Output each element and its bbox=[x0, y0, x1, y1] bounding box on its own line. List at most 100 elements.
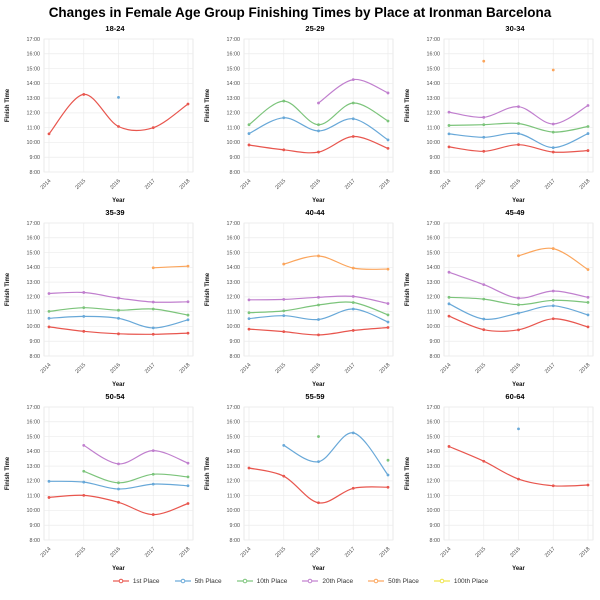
x-tick-label: 2018 bbox=[579, 178, 592, 191]
series-point-20th Place bbox=[151, 300, 155, 304]
x-tick-label: 2018 bbox=[379, 362, 392, 375]
subplot-60-64: 60-64 8:00 9:00 10:00 11:00 12:00 13:00 14:00 15… bbox=[400, 391, 600, 575]
x-tick-label: 2014 bbox=[440, 178, 453, 191]
y-tick-label: 9:00 bbox=[30, 339, 41, 345]
series-point-5th Place bbox=[586, 132, 590, 135]
series-point-1st Place bbox=[482, 149, 486, 153]
series-point-5th Place bbox=[282, 116, 286, 120]
y-tick-label: 10:00 bbox=[27, 508, 41, 514]
y-tick-label: 14:00 bbox=[227, 265, 241, 271]
series-point-5th Place bbox=[186, 318, 190, 322]
legend-label: 1st Place bbox=[132, 577, 160, 585]
series-point-20th Place bbox=[317, 101, 320, 105]
series-point-50th Place bbox=[151, 266, 155, 270]
series-point-20th Place bbox=[47, 292, 51, 295]
x-tick-label: 2016 bbox=[309, 178, 322, 191]
series-point-10th Place bbox=[282, 99, 286, 103]
series-point-1st Place bbox=[247, 327, 251, 331]
y-tick-label: 13:00 bbox=[227, 96, 241, 102]
y-tick-label: 17:00 bbox=[227, 221, 241, 227]
subplot-18-24: 18-24 8:00 9:00 10:00 11:00 12:00 13:00 14:00 15… bbox=[0, 23, 200, 207]
series-point-5th Place bbox=[517, 132, 520, 135]
series-point-20th Place bbox=[117, 296, 120, 300]
y-axis-title: Finish Time bbox=[205, 88, 211, 122]
legend-item-1st-place: 1st Place bbox=[112, 577, 160, 585]
y-tick-label: 9:00 bbox=[230, 523, 241, 529]
series-point-20th Place bbox=[551, 289, 555, 293]
y-tick-label: 15:00 bbox=[27, 66, 41, 72]
y-tick-label: 8:00 bbox=[230, 354, 241, 360]
subplot-canvas: 8:00 9:00 10:00 11:00 12:00 13:00 14:00 15:00 16… bbox=[5, 37, 194, 204]
y-tick-label: 11:00 bbox=[27, 309, 40, 315]
y-tick-label: 15:00 bbox=[227, 66, 241, 72]
series-point-10th Place bbox=[551, 130, 555, 134]
x-tick-label: 2014 bbox=[240, 178, 253, 191]
y-tick-label: 12:00 bbox=[27, 111, 41, 117]
x-tick-label: 2016 bbox=[309, 362, 322, 375]
series-point-5th Place bbox=[351, 117, 355, 121]
legend-key-icon bbox=[302, 578, 319, 584]
x-tick-label: 2017 bbox=[144, 546, 157, 559]
series-point-5th Place bbox=[386, 320, 390, 324]
legend-key-icon bbox=[368, 578, 385, 584]
series-point-20th Place bbox=[586, 104, 590, 107]
subplot-canvas: 8:00 9:00 10:00 11:00 12:00 13:00 14:00 15:00 16… bbox=[205, 405, 394, 572]
y-tick-label: 9:00 bbox=[230, 155, 241, 161]
series-point-1st Place bbox=[117, 125, 120, 128]
y-tick-label: 10:00 bbox=[27, 324, 41, 330]
y-tick-label: 8:00 bbox=[430, 170, 441, 176]
x-axis-title: Year bbox=[112, 198, 125, 204]
subplot-50-54: 50-54 8:00 9:00 10:00 11:00 12:00 13:00 14:00 15… bbox=[0, 391, 200, 575]
x-tick-label: 2015 bbox=[74, 546, 87, 559]
series-point-1st Place bbox=[386, 485, 390, 489]
y-tick-label: 14:00 bbox=[427, 449, 441, 455]
y-tick-label: 17:00 bbox=[27, 221, 41, 227]
charts-grid: 18-24 8:00 9:00 10:00 11:00 12:00 13:00 14:00 15… bbox=[0, 23, 600, 575]
y-tick-label: 12:00 bbox=[227, 111, 241, 117]
y-tick-label: 11:00 bbox=[227, 309, 240, 315]
series-point-1st Place bbox=[447, 314, 451, 318]
y-tick-label: 14:00 bbox=[27, 81, 41, 87]
legend-item-10th-place: 10th Place bbox=[236, 577, 288, 585]
series-point-5th Place bbox=[47, 316, 51, 320]
y-tick-label: 10:00 bbox=[427, 140, 441, 146]
series-point-20th Place bbox=[247, 298, 251, 302]
x-tick-label: 2015 bbox=[274, 362, 287, 375]
series-point-1st Place bbox=[551, 150, 555, 154]
series-point-1st Place bbox=[82, 493, 86, 497]
legend-label: 10th Place bbox=[256, 577, 288, 585]
series-point-1st Place bbox=[82, 329, 86, 333]
series-point-10th Place bbox=[447, 295, 451, 299]
series-point-10th Place bbox=[82, 469, 86, 473]
subplot-30-34: 30-34 8:00 9:00 10:00 11:00 12:00 13:00 14:00 15… bbox=[400, 23, 600, 207]
y-tick-label: 13:00 bbox=[427, 280, 441, 286]
series-point-50th Place bbox=[517, 254, 520, 258]
y-tick-label: 15:00 bbox=[227, 434, 241, 440]
series-point-1st Place bbox=[386, 326, 390, 329]
y-tick-label: 12:00 bbox=[427, 295, 441, 301]
series-line-10th Place bbox=[83, 470, 189, 484]
series-point-1st Place bbox=[551, 317, 555, 321]
series-point-20th Place bbox=[282, 298, 286, 301]
series-point-1st Place bbox=[317, 501, 320, 505]
legend-key-icon bbox=[174, 578, 191, 584]
series-point-10th Place bbox=[117, 481, 120, 485]
y-tick-label: 16:00 bbox=[227, 52, 241, 58]
series-point-1st Place bbox=[517, 477, 520, 481]
series-point-20th Place bbox=[586, 295, 590, 299]
y-tick-label: 17:00 bbox=[427, 405, 441, 411]
series-point-20th Place bbox=[386, 91, 390, 95]
series-point-1st Place bbox=[551, 484, 555, 488]
series-point-50th Place bbox=[282, 262, 286, 266]
series-point-5th Place bbox=[351, 431, 355, 435]
y-tick-label: 9:00 bbox=[30, 155, 41, 161]
x-tick-label: 2018 bbox=[179, 546, 192, 559]
x-tick-label: 2016 bbox=[509, 362, 522, 375]
series-point-5th Place bbox=[386, 138, 390, 142]
series-point-1st Place bbox=[282, 474, 286, 478]
series-point-5th Place bbox=[482, 135, 486, 139]
series-point-5th Place bbox=[317, 318, 320, 321]
y-tick-label: 16:00 bbox=[27, 236, 41, 242]
subplot-title: 30-34 bbox=[505, 24, 525, 33]
series-point-20th Place bbox=[82, 291, 86, 294]
